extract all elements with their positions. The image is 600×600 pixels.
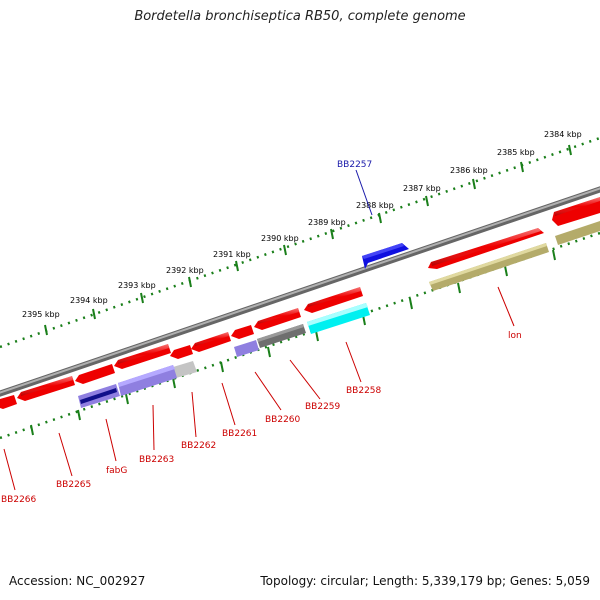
cds-fabg[interactable]: [75, 364, 115, 384]
ruler-tick-2385: 2385 kbp: [497, 148, 535, 173]
cds-bb2265[interactable]: [17, 376, 75, 401]
cds-bb2259[interactable]: [254, 308, 301, 330]
gene-label-bb2263[interactable]: BB2263: [139, 455, 174, 465]
feature-bb2260[interactable]: [234, 340, 259, 357]
genome-summary-text: Topology: circular; Length: 5,339,179 bp…: [260, 574, 590, 588]
gene-label-fabg[interactable]: fabG: [106, 466, 127, 476]
gene-bb2257[interactable]: [362, 243, 409, 269]
feature-fabg[interactable]: [78, 384, 120, 408]
feature-right-edge[interactable]: [555, 221, 600, 245]
gene-label-bb2266[interactable]: BB2266: [1, 495, 37, 505]
genome-title: Bordetella bronchiseptica RB50, complete…: [134, 9, 466, 24]
outer-ruler: [0, 136, 600, 349]
feature-bb2263[interactable]: [118, 365, 177, 396]
ruler-tick-2390: 2390 kbp: [261, 234, 299, 256]
cds-bb2262[interactable]: [170, 345, 193, 359]
ruler-tick-2391: 2391 kbp: [213, 250, 251, 272]
feature-lon[interactable]: [429, 243, 549, 291]
ruler-tick-2395: 2395 kbp: [22, 310, 60, 336]
ruler-tick-2394: 2394 kbp: [70, 296, 108, 320]
gene-label-lon[interactable]: lon: [508, 331, 522, 341]
ruler-label-2393: 2393 kbp: [118, 281, 156, 290]
cds-bb2260[interactable]: [231, 325, 254, 339]
ruler-label-2394: 2394 kbp: [70, 296, 108, 305]
gene-label-bb2259[interactable]: BB2259: [305, 402, 341, 412]
ruler-label-2388: 2388 kbp: [356, 201, 394, 210]
ruler-label-2389: 2389 kbp: [308, 218, 346, 227]
ruler-label-2391: 2391 kbp: [213, 250, 251, 259]
ruler-tick-2388: 2388 kbp: [356, 201, 394, 224]
gene-label-bb2262[interactable]: BB2262: [181, 441, 216, 451]
accession-text: Accession: NC_002927: [9, 574, 146, 588]
ruler-tick-2392: 2392 kbp: [166, 266, 204, 288]
feature-bb2258[interactable]: [307, 303, 370, 334]
ruler-label-2387: 2387 kbp: [403, 184, 441, 193]
cds-bb2258[interactable]: [304, 287, 363, 313]
gene-label-bb2261[interactable]: BB2261: [222, 429, 257, 439]
gene-label-bb2257[interactable]: BB2257: [337, 160, 372, 170]
ruler-label-2386: 2386 kbp: [450, 166, 488, 175]
gene-label-bb2260[interactable]: BB2260: [265, 415, 301, 425]
ruler-tick-2387: 2387 kbp: [403, 184, 441, 207]
ruler-tick-2384: 2384 kbp: [544, 130, 582, 156]
cds-bb2263[interactable]: [114, 344, 171, 369]
ruler-tick-2386: 2386 kbp: [450, 166, 488, 190]
ruler-tick-2393: 2393 kbp: [118, 281, 156, 304]
label-leaders: [3, 286, 515, 491]
feature-row: [78, 221, 600, 408]
gene-label-bb2265[interactable]: BB2265: [56, 480, 91, 490]
reverse-gene-labels: lon BB2258 BB2259 BB2260 BB2261 BB2262 B…: [1, 331, 522, 505]
cds-lon[interactable]: [428, 228, 544, 269]
ruler-tick-2389: 2389 kbp: [308, 218, 346, 240]
ruler-ticks-group: 2384 kbp 2385 kbp 2386 kbp 2387 kbp 2388…: [22, 130, 582, 336]
cds-right-edge[interactable]: [552, 197, 600, 226]
cds-bb2261[interactable]: [191, 332, 231, 352]
backbone: [0, 186, 600, 397]
feature-bb2259[interactable]: [257, 324, 306, 348]
ruler-label-2385: 2385 kbp: [497, 148, 535, 157]
ruler-label-2395: 2395 kbp: [22, 310, 60, 319]
cds-bb2266[interactable]: [0, 395, 17, 409]
ruler-label-2384: 2384 kbp: [544, 130, 582, 139]
gene-label-bb2258[interactable]: BB2258: [346, 386, 382, 396]
ruler-label-2390: 2390 kbp: [261, 234, 299, 243]
ruler-label-2392: 2392 kbp: [166, 266, 204, 275]
inner-ruler-ticks: [30, 249, 556, 436]
cds-row: [0, 197, 600, 409]
feature-bb2262[interactable]: [173, 361, 197, 378]
